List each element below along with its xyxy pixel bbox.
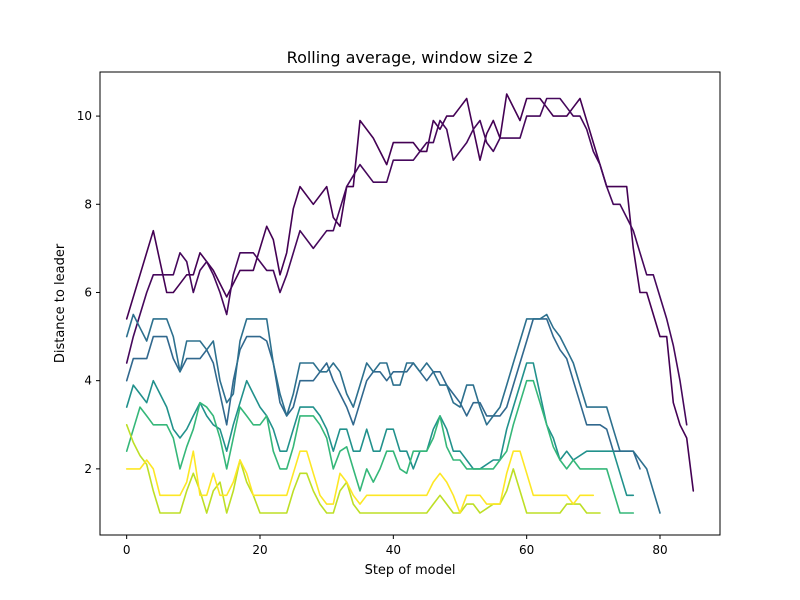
- y-tick-label: 4: [84, 374, 92, 388]
- x-axis: 0 20 40 60 80: [123, 535, 668, 557]
- series-line-5: [125, 362, 635, 497]
- y-tick-label: 8: [84, 197, 92, 211]
- series-line-3: [125, 318, 641, 470]
- x-tick-label: 20: [252, 543, 267, 557]
- chart-title: Rolling average, window size 2: [287, 48, 534, 67]
- series-line-4: [125, 313, 661, 514]
- x-tick-label: 80: [652, 543, 667, 557]
- plot-frame: [99, 71, 721, 536]
- y-tick-label: 6: [84, 285, 92, 299]
- x-axis-label: Step of model: [365, 563, 456, 578]
- y-tick-label: 10: [77, 109, 92, 123]
- y-tick-label: 2: [84, 462, 92, 476]
- series-line-8: [125, 450, 595, 514]
- series-line-1: [125, 93, 695, 492]
- y-axis: 2 4 6 8 10: [77, 109, 100, 476]
- series-line-2: [125, 97, 688, 426]
- y-axis-label: Distance to leader: [53, 243, 68, 363]
- x-tick-label: 0: [123, 543, 131, 557]
- x-tick-label: 40: [386, 543, 401, 557]
- series-line-6: [125, 379, 635, 514]
- x-tick-label: 60: [519, 543, 534, 557]
- plot-area: [125, 93, 695, 514]
